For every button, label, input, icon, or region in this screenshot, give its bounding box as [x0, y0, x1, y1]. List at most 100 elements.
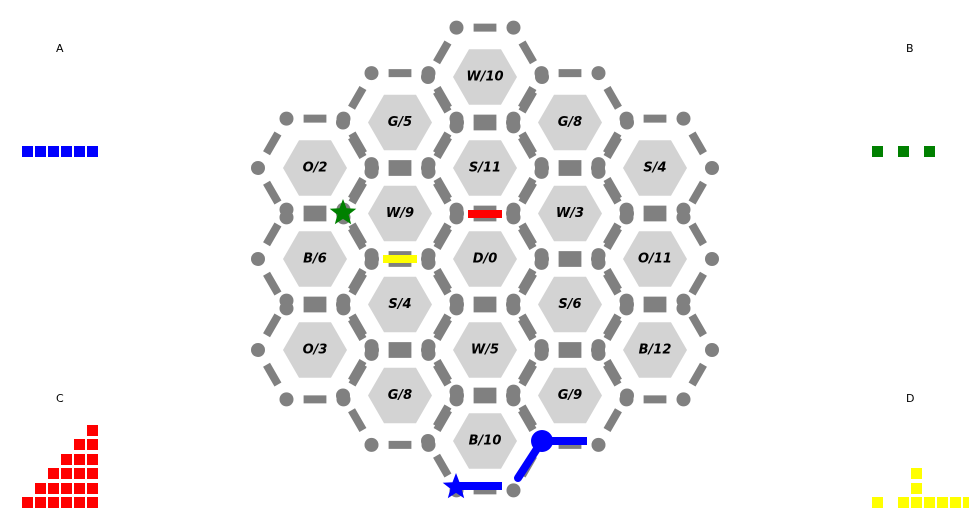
player-a-resource-bars — [22, 146, 102, 158]
vertex-node — [534, 66, 549, 81]
settlement-b-icon — [329, 199, 357, 225]
vertex-node — [619, 392, 634, 407]
resource-card — [963, 497, 969, 508]
resource-card — [87, 146, 98, 157]
hex-tile — [368, 185, 432, 242]
board-tiles: D/0 S/11 W/10 W/5 B/10 W/9 G/5 S/4 G/8 W/3 G/8 S/6 G… — [283, 49, 687, 469]
vertex-node — [705, 161, 719, 175]
edge-segment — [348, 362, 367, 387]
edge-segment — [263, 271, 282, 296]
hex-tile — [368, 367, 432, 424]
resource-card — [61, 497, 72, 508]
vertex-node — [705, 252, 719, 266]
vertex-node — [421, 339, 436, 354]
resource-card — [74, 453, 85, 465]
vertex-node — [506, 388, 520, 403]
edge-segment — [518, 226, 537, 251]
resource-card — [924, 497, 935, 508]
player-d-resource-bars — [872, 460, 969, 509]
edge-segment — [518, 135, 537, 160]
edge-segment — [518, 408, 537, 433]
vertex-node — [619, 293, 634, 308]
vertex-node — [705, 343, 719, 357]
resource-card — [87, 497, 98, 508]
edge-segment — [688, 313, 707, 338]
hex-tile — [453, 49, 517, 105]
resource-card — [61, 482, 72, 494]
vertex-node — [506, 206, 520, 221]
player-d-label: D — [906, 392, 915, 405]
edge-segment — [688, 222, 707, 247]
vertex-node — [450, 297, 464, 312]
edge-segment — [348, 313, 367, 338]
resource-card — [937, 497, 948, 508]
edge-segment — [603, 271, 622, 296]
tile-label: G/5 — [388, 115, 412, 130]
vertex-node — [450, 388, 464, 403]
resource-card — [22, 497, 33, 508]
edge-segment — [433, 176, 452, 201]
vertex-node — [251, 161, 265, 175]
resource-card — [950, 497, 961, 508]
tile-label: S/11 — [469, 161, 501, 176]
edge-segment — [518, 267, 537, 292]
vertex-node — [336, 111, 351, 126]
edge-segment — [518, 358, 537, 383]
edge-segment — [263, 180, 282, 205]
resource-card — [61, 146, 72, 157]
edge-segment — [688, 131, 707, 156]
edge-segment — [688, 271, 707, 296]
edge-segment — [518, 317, 537, 342]
edge-segment — [433, 40, 452, 65]
edge-segment — [263, 362, 282, 387]
hex-tile — [453, 322, 517, 378]
resource-card — [48, 146, 59, 157]
resource-card — [35, 497, 46, 508]
vertex-node — [421, 164, 436, 179]
edge-segment — [263, 222, 282, 247]
edge-segment — [433, 135, 452, 160]
edge-segment — [518, 40, 537, 65]
resource-card — [35, 482, 46, 494]
resource-card — [74, 468, 85, 479]
vertex-node — [365, 343, 379, 357]
vertex-node — [591, 252, 605, 266]
edge-segment — [603, 362, 622, 387]
edge-segment — [348, 85, 367, 110]
resource-card — [872, 497, 883, 508]
resource-card — [74, 439, 85, 450]
tile-label: O/3 — [303, 343, 328, 358]
edge-segment — [263, 313, 282, 338]
tile-label: B/12 — [639, 343, 672, 358]
tile-label: B/6 — [303, 252, 327, 267]
edge-segment — [688, 180, 707, 205]
hex-tile — [283, 322, 347, 378]
vertex-node — [506, 297, 520, 312]
tile-label: W/9 — [386, 206, 414, 221]
vertex-node — [421, 66, 436, 81]
resource-card — [87, 453, 98, 465]
edge-segment — [433, 226, 452, 251]
tile-label: W/10 — [466, 70, 503, 85]
vertex-node — [336, 392, 351, 407]
board-nodes — [251, 20, 719, 498]
vertex-node — [421, 248, 436, 263]
edge-segment — [263, 131, 282, 156]
vertex-node — [506, 483, 521, 498]
edge-segment — [433, 408, 452, 433]
settlement-a-icon — [442, 473, 470, 499]
resource-card — [22, 146, 33, 157]
hex-tile — [283, 231, 347, 287]
hex-tile — [538, 276, 602, 333]
edge-segment — [348, 222, 367, 247]
edge-segment — [603, 131, 622, 156]
vertex-node — [421, 437, 436, 452]
tile-label: D/0 — [473, 252, 498, 267]
vertex-node — [591, 343, 605, 357]
vertex-node — [591, 437, 606, 452]
vertex-node — [279, 202, 294, 217]
edge-segment — [603, 313, 622, 338]
vertex-node — [365, 161, 379, 175]
edge-segment — [433, 85, 452, 110]
edge-segment — [518, 85, 537, 110]
